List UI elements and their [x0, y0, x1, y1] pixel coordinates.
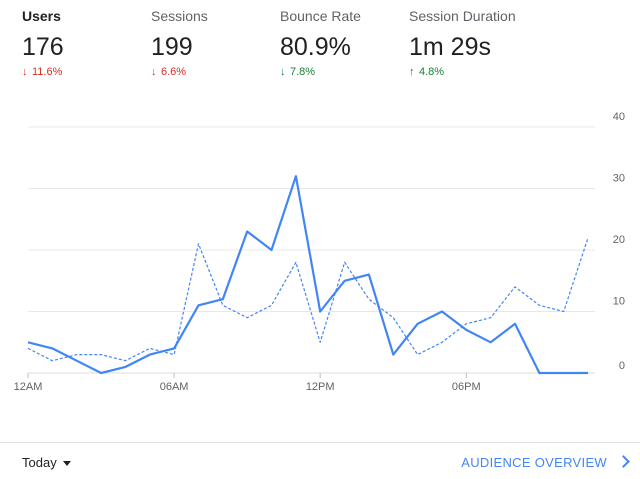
date-range-dropdown[interactable]: Today: [22, 455, 71, 470]
y-tick-label: 0: [619, 360, 625, 372]
metric-label: Sessions: [151, 8, 208, 24]
metric-change: ↓ 6.6%: [151, 66, 187, 78]
y-axis-ticks: 0 10 20 30 40: [613, 111, 625, 372]
metric-change: ↑ 4.8%: [409, 66, 445, 78]
y-tick-label: 10: [613, 296, 625, 308]
arrow-down-icon: ↓: [151, 66, 157, 78]
metric-label: Session Duration: [409, 8, 516, 24]
chart-grid: [28, 126, 595, 374]
x-tick-label: 06AM: [160, 381, 189, 393]
metric-bounce-rate[interactable]: Bounce Rate 80.9% ↓ 7.8%: [280, 0, 405, 85]
comparison-series-line: [27, 237, 589, 362]
metric-value: 1m 29s: [409, 33, 491, 61]
y-tick-label: 20: [613, 234, 625, 246]
metric-sessions[interactable]: Sessions 199 ↓ 6.6%: [151, 0, 276, 85]
y-tick-label: 40: [613, 111, 625, 123]
x-tick-label: 06PM: [452, 381, 481, 393]
x-tick-label: 12AM: [14, 381, 43, 393]
caret-down-icon: [62, 461, 71, 467]
metric-session-duration[interactable]: Session Duration 1m 29s ↑ 4.8%: [409, 0, 534, 85]
metric-change: ↓ 11.6%: [22, 66, 63, 78]
arrow-down-icon: ↓: [22, 66, 28, 78]
metric-change: ↓ 7.8%: [280, 66, 316, 78]
metrics-row: Users 176 ↓ 11.6% Sessions 199 ↓ 6.6% Boun…: [0, 0, 640, 90]
arrow-down-icon: ↓: [280, 66, 286, 78]
date-range-label: Today: [22, 455, 57, 470]
footer-divider: [0, 442, 640, 443]
metric-value: 80.9%: [280, 33, 351, 61]
metric-value: 199: [151, 33, 193, 61]
x-axis-ticks: 12AM 06AM 12PM 06PM: [14, 373, 481, 393]
primary-series-line: [27, 175, 589, 375]
arrow-up-icon: ↑: [409, 66, 415, 78]
x-tick-label: 12PM: [306, 381, 335, 393]
chevron-right-icon: [617, 455, 630, 468]
metric-label: Users: [22, 8, 61, 24]
audience-overview-label: AUDIENCE OVERVIEW: [461, 455, 607, 470]
chart-series: [27, 175, 589, 375]
users-line-chart: 0 10 20 30 40 12AM 06AM 12PM 06PM: [14, 111, 625, 393]
audience-overview-link[interactable]: AUDIENCE OVERVIEW: [461, 455, 630, 470]
metric-value: 176: [22, 33, 64, 61]
y-tick-label: 30: [613, 173, 625, 185]
metric-users[interactable]: Users 176 ↓ 11.6%: [22, 0, 147, 85]
metric-label: Bounce Rate: [280, 8, 361, 24]
